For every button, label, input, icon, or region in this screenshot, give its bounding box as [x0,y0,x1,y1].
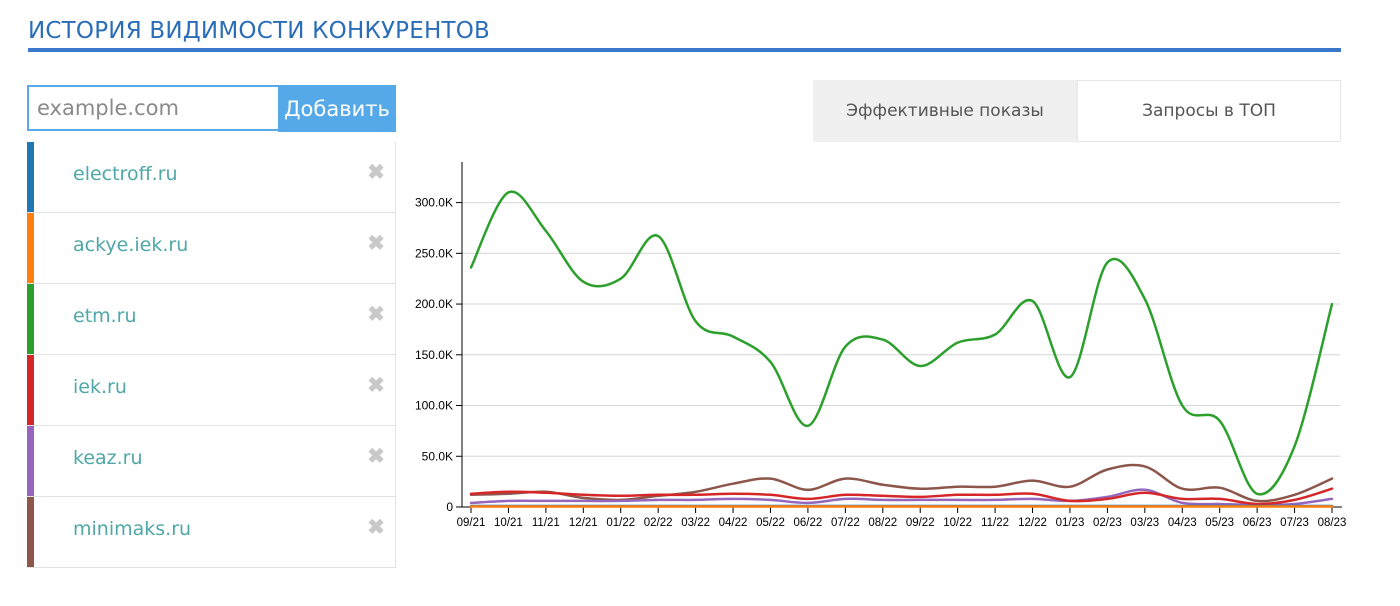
series-line-iek-ru [469,487,1334,506]
x-tick-label: 08/23 [1318,517,1347,529]
series-color-swatch [27,355,34,425]
x-tick-label: 03/23 [1130,517,1159,529]
tab-top-queries[interactable]: Запросы в ТОП [1077,80,1341,142]
add-button[interactable]: Добавить [278,85,396,132]
x-tick-label: 12/21 [569,517,598,529]
y-tick-label: 100.0K [415,399,453,413]
competitor-item[interactable]: ackye.iek.ru ✖ [27,213,396,284]
close-x-icon[interactable]: ✖ [367,161,385,184]
x-tick-label: 11/22 [981,517,1009,529]
x-tick-label: 10/21 [494,517,523,529]
x-tick-label: 07/22 [831,517,860,529]
competitor-item[interactable]: keaz.ru ✖ [27,426,396,497]
close-x-icon[interactable]: ✖ [367,516,385,539]
x-tick-label: 04/22 [719,517,748,529]
series-color-swatch [27,213,34,283]
x-tick-label: 09/22 [906,517,935,529]
x-tick-label: 11/21 [532,517,560,529]
x-tick-label: 05/22 [756,517,785,529]
series-line-keaz-ru [469,488,1334,507]
competitor-domain[interactable]: iek.ru [73,376,127,398]
competitor-list: electroff.ru ✖ ackye.iek.ru ✖ etm.ru ✖ i… [27,142,396,568]
x-tick-label: 02/23 [1093,517,1122,529]
competitor-item[interactable]: iek.ru ✖ [27,355,396,426]
x-tick-label: 06/22 [794,517,823,529]
x-tick-label: 02/22 [644,517,673,529]
x-tick-label: 05/23 [1205,517,1234,529]
y-tick-label: 300.0K [415,196,453,210]
competitor-domain[interactable]: minimaks.ru [73,518,192,540]
close-x-icon[interactable]: ✖ [367,303,385,326]
visibility-line-chart: 0 50.0K 100.0K 150.0K 200.0K 250.0K 300.0K 09/2… [415,162,1347,529]
competitor-item[interactable]: electroff.ru ✖ [27,142,396,213]
series-color-swatch [27,426,34,496]
series-color-swatch [27,142,34,212]
x-tick-label: 06/23 [1243,517,1272,529]
y-tick-label: 50.0K [422,449,453,463]
close-x-icon[interactable]: ✖ [367,374,385,397]
close-x-icon[interactable]: ✖ [367,232,385,255]
y-tick-label: 0 [446,500,453,514]
x-tick-label: 09/21 [457,517,486,529]
x-tick-label: 07/23 [1280,517,1309,529]
series-line-etm-ru [469,190,1334,496]
series-color-swatch [27,497,34,567]
y-tick-label: 250.0K [415,246,453,260]
x-tick-label: 04/23 [1168,517,1197,529]
tab-effective-impressions[interactable]: Эффективные показы [813,80,1077,142]
competitor-domain[interactable]: keaz.ru [73,447,143,469]
competitor-item[interactable]: etm.ru ✖ [27,284,396,355]
series-color-swatch [27,284,34,354]
y-tick-label: 200.0K [415,297,453,311]
close-x-icon[interactable]: ✖ [367,445,385,468]
x-tick-label: 01/23 [1056,517,1085,529]
domain-input[interactable] [27,85,278,131]
competitor-domain[interactable]: etm.ru [73,305,137,327]
competitor-domain[interactable]: electroff.ru [73,163,178,185]
page-title: ИСТОРИЯ ВИДИМОСТИ КОНКУРЕНТОВ [28,18,491,44]
x-tick-label: 08/22 [868,517,897,529]
y-tick-label: 150.0K [415,348,453,362]
x-tick-label: 01/22 [606,517,635,529]
x-tick-label: 10/22 [943,517,972,529]
x-tick-label: 03/22 [681,517,710,529]
title-underline [28,48,1341,52]
competitor-domain[interactable]: ackye.iek.ru [73,234,189,256]
x-tick-label: 12/22 [1018,517,1047,529]
competitor-item[interactable]: minimaks.ru ✖ [27,497,396,568]
